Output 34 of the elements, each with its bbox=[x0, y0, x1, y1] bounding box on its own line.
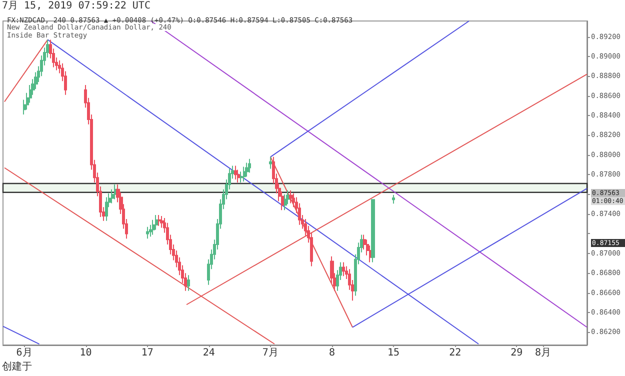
candlestick bbox=[237, 169, 240, 184]
x-tick-label: 24 bbox=[202, 348, 215, 358]
x-tick-label: 7月 bbox=[262, 348, 278, 358]
candlestick bbox=[240, 171, 243, 184]
candlestick bbox=[392, 194, 395, 204]
candlestick bbox=[111, 188, 114, 204]
candlestick bbox=[342, 262, 345, 277]
candlestick bbox=[155, 214, 158, 230]
x-tick-label: 10 bbox=[80, 348, 92, 358]
x-tick-label: 17 bbox=[141, 348, 154, 358]
candlestick bbox=[269, 156, 272, 170]
x-tick-label: 15 bbox=[388, 348, 400, 358]
x-tick-label: 29 bbox=[510, 348, 523, 358]
candlestick bbox=[160, 215, 164, 228]
x-tick-label: 8月 bbox=[535, 348, 552, 358]
candlestick bbox=[146, 226, 149, 240]
candlestick bbox=[149, 224, 152, 238]
candlestick bbox=[289, 190, 293, 204]
x-tick-label: 22 bbox=[449, 348, 462, 358]
candlestick bbox=[187, 274, 190, 292]
candlestick bbox=[245, 162, 249, 178]
candlestick bbox=[234, 165, 237, 180]
candlestick bbox=[114, 184, 117, 200]
candlestick bbox=[243, 166, 246, 182]
candlestick bbox=[284, 194, 287, 211]
candlestick bbox=[152, 219, 155, 236]
x-tick-label: 6月 bbox=[16, 348, 32, 358]
x-tick-label: 8 bbox=[328, 348, 336, 358]
candlestick bbox=[158, 214, 161, 226]
candlestick bbox=[105, 196, 108, 222]
text: 7月 15, 2019 07:59:22 UTC bbox=[2, 0, 150, 12]
candlestick bbox=[248, 158, 251, 174]
text: 创建于 bbox=[2, 360, 32, 372]
candlestick bbox=[371, 198, 375, 263]
